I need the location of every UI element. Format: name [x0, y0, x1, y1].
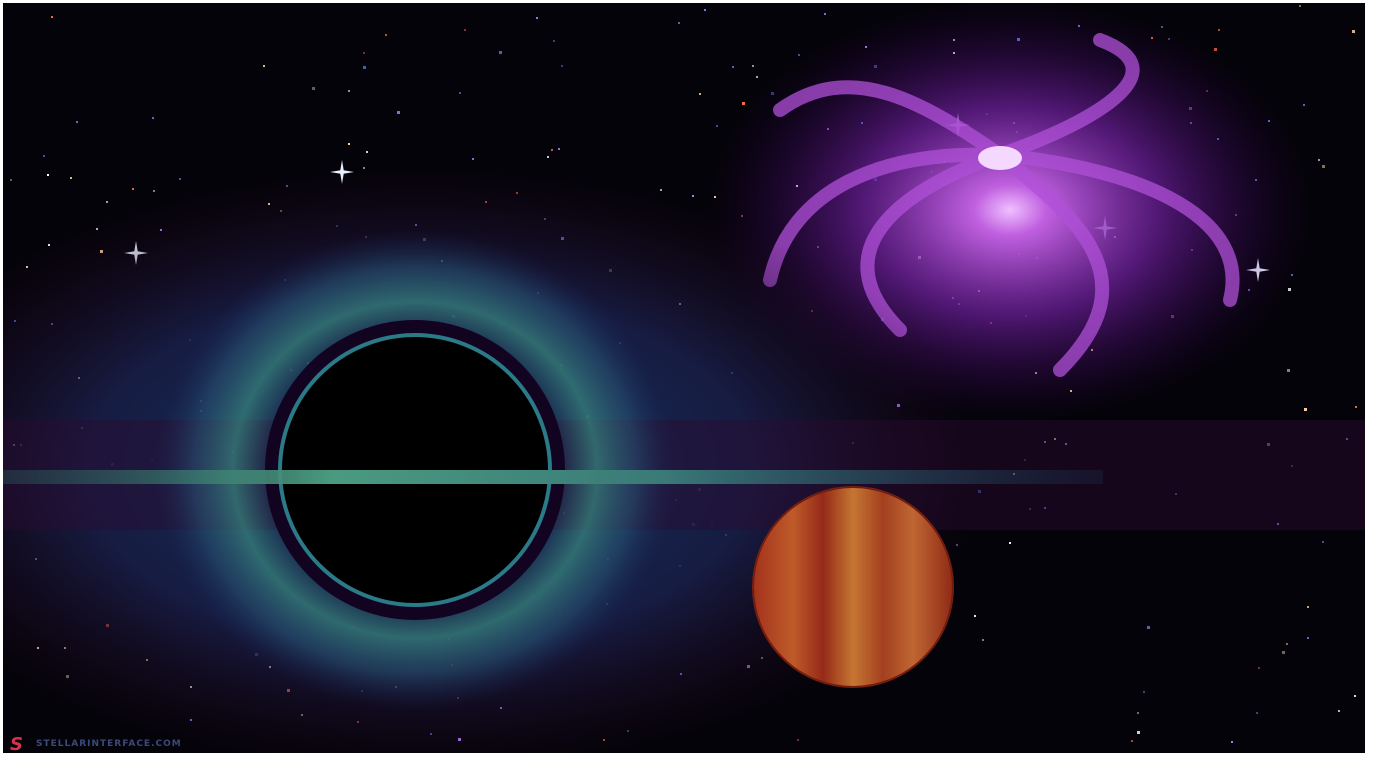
star [1147, 626, 1150, 629]
star [1307, 606, 1309, 608]
star [752, 65, 754, 67]
star [1044, 441, 1046, 443]
star [536, 17, 538, 19]
star [1352, 30, 1355, 33]
star [263, 65, 265, 67]
star [152, 117, 154, 119]
star [499, 51, 502, 54]
star [10, 179, 12, 181]
watermark-logo: S [10, 734, 23, 755]
star [348, 90, 350, 92]
star [1346, 438, 1348, 440]
star [1277, 523, 1279, 525]
star [1303, 104, 1305, 106]
star [699, 93, 701, 95]
star [547, 156, 549, 158]
star [70, 177, 72, 179]
galaxy-core [978, 146, 1022, 170]
bright-star [330, 160, 354, 184]
star [1286, 643, 1288, 645]
star [366, 151, 368, 153]
star [472, 158, 474, 160]
star [1258, 667, 1260, 669]
star [1054, 438, 1056, 440]
star [106, 201, 108, 203]
star [1291, 465, 1293, 467]
star [348, 143, 350, 145]
star [660, 189, 662, 191]
star [1143, 691, 1145, 693]
star [363, 66, 366, 69]
star [558, 148, 560, 150]
star [1288, 288, 1291, 291]
star [1267, 443, 1270, 446]
star [553, 40, 555, 42]
star [1044, 507, 1046, 509]
star [1175, 493, 1177, 495]
star [1322, 165, 1325, 168]
star [153, 190, 155, 192]
star [1065, 443, 1067, 445]
star [459, 92, 461, 94]
star [48, 244, 50, 246]
star [561, 65, 563, 67]
star [76, 121, 78, 123]
star [385, 34, 387, 36]
star [742, 102, 745, 105]
star [797, 739, 799, 741]
star [716, 125, 718, 127]
star [824, 13, 826, 15]
star [1354, 695, 1356, 697]
star [551, 149, 553, 151]
watermark-text: STELLARINTERFACE.COM [36, 739, 182, 749]
star [43, 155, 45, 157]
star [1304, 408, 1307, 411]
star [1009, 542, 1011, 544]
star [1231, 741, 1233, 743]
star [732, 66, 734, 68]
star [363, 52, 365, 54]
star [1214, 48, 1217, 51]
star [1137, 712, 1139, 714]
star [1318, 159, 1320, 161]
star [756, 76, 758, 78]
star [798, 54, 800, 56]
star [692, 195, 694, 197]
star [363, 167, 365, 169]
star [1282, 651, 1285, 654]
star [978, 490, 981, 493]
star [464, 29, 466, 31]
star [1287, 369, 1290, 372]
star [1137, 731, 1140, 734]
planet-shade [753, 487, 953, 687]
star [1299, 5, 1301, 7]
star [1256, 712, 1258, 714]
star [1355, 406, 1357, 408]
star [1029, 508, 1031, 510]
star [704, 9, 706, 11]
star [312, 87, 315, 90]
star [51, 16, 53, 18]
star [397, 111, 400, 114]
star [132, 188, 134, 190]
star [1322, 541, 1324, 543]
star [1307, 637, 1309, 639]
star [1338, 710, 1340, 712]
star [974, 615, 976, 617]
star [1024, 459, 1026, 461]
accretion-disk [3, 470, 1103, 484]
star [982, 639, 984, 641]
star [1218, 29, 1220, 31]
star [1161, 26, 1163, 28]
star [47, 174, 49, 176]
star [678, 22, 680, 24]
star [1131, 740, 1133, 742]
star [179, 178, 181, 180]
planet [752, 486, 954, 688]
